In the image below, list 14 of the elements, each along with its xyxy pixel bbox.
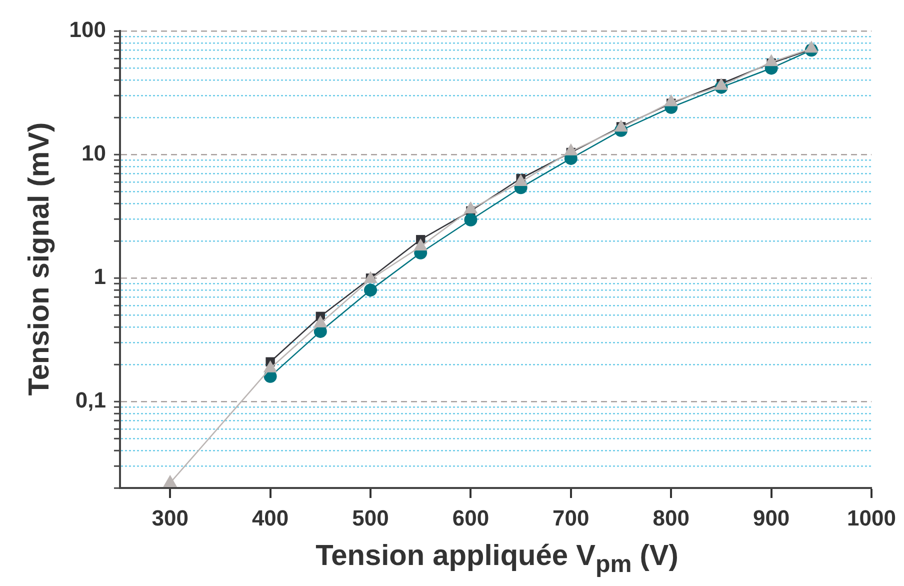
x-axis-title: Tension appliquée V$_{pm}$ (V)	[314, 540, 680, 579]
x-tick-label: 700	[552, 505, 590, 530]
y-tick-label: 0,1	[75, 388, 106, 413]
y-tick-label: 10	[82, 140, 106, 166]
x-tick-label: 500	[352, 505, 389, 530]
x-tick-label: 1000	[847, 505, 896, 530]
y-tick-label: 100	[69, 17, 106, 42]
x-tick-label: 800	[652, 505, 690, 530]
y-tick-label: 1	[94, 264, 106, 290]
x-tick-label: 600	[452, 505, 490, 530]
y-axis-title: Tension signal (mV)	[24, 122, 56, 396]
x-tick-label: 300	[152, 505, 188, 530]
x-tick-label: 400	[252, 505, 289, 530]
x-tick-label: 900	[752, 505, 790, 530]
